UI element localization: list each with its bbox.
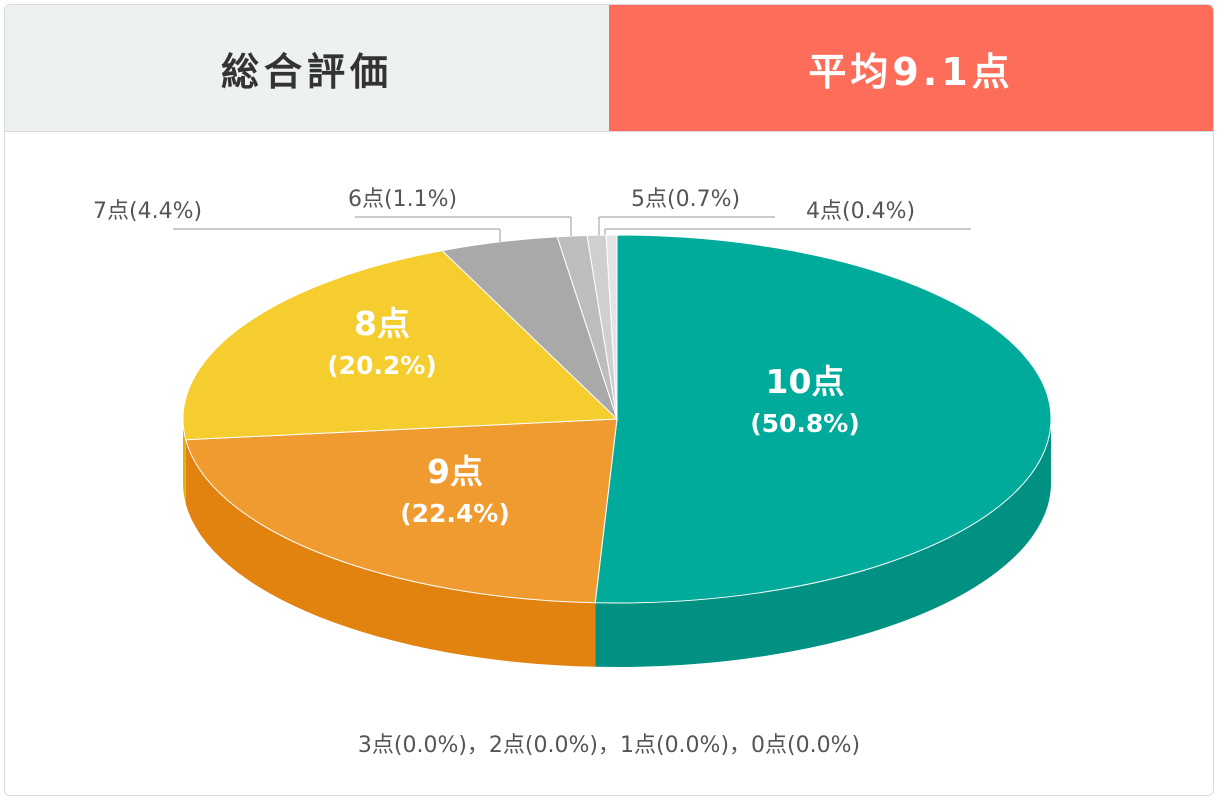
zero-score-note: 3点(0.0%)，2点(0.0%)，1点(0.0%)，0点(0.0%) (357, 733, 861, 758)
slice-category-label: 9点 (427, 452, 483, 491)
pie-slice-7 (605, 234, 618, 420)
callout-label: 4点(0.4%) (806, 199, 915, 224)
average-score: 平均9.1点 (808, 49, 1014, 94)
slice-category-label: 10点 (766, 362, 845, 401)
slice-category-label: 8点 (354, 304, 410, 343)
pie-side-walls (183, 419, 1051, 667)
score-distribution-pie-chart: 10点 (50.8%) 9点 (22.4%) 8点 (20.2%) 7点(4.4%) 6点(1… (93, 187, 1052, 667)
callout-label: 5点(0.7%) (631, 187, 740, 212)
callout-label: 7点(4.4%) (93, 199, 202, 224)
pie-slice-2 (185, 418, 618, 604)
rating-header: 総合評価 平均9.1点 (5, 5, 1213, 132)
pie-labels: 10点 (50.8%) 9点 (22.4%) 8点 (20.2%) 7点(4.4%) 6点(1… (93, 187, 971, 528)
overall-rating-title: 総合評価 (220, 49, 393, 94)
callout-label: 6点(1.1%) (348, 187, 457, 212)
rating-card: 総合評価 平均9.1点 10点 (50.8%) 9点 (22.4%) 8点 (20.2%)… (4, 4, 1214, 796)
pie-side-3 (183, 419, 186, 504)
slice-value-label: (22.4%) (400, 499, 510, 528)
pie-slice-3 (182, 250, 619, 441)
pie-top-faces (182, 234, 1052, 604)
pie-side-2 (185, 439, 596, 667)
pie-side-1 (595, 419, 1051, 667)
pie-slice-1 (594, 234, 1052, 604)
average-score-cell: 平均9.1点 (609, 5, 1213, 131)
slice-value-label: (20.2%) (327, 351, 437, 380)
slice-value-label: (50.8%) (750, 409, 860, 438)
overall-rating-cell: 総合評価 (5, 5, 609, 131)
